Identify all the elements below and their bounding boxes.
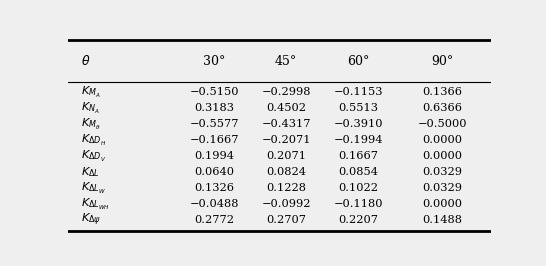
Text: 0.1667: 0.1667 [338,151,378,161]
Text: $K_{\Delta L}$: $K_{\Delta L}$ [81,165,100,179]
Text: −0.5577: −0.5577 [189,119,239,130]
Text: 0.0854: 0.0854 [338,167,378,177]
Text: 90°: 90° [431,55,454,68]
Text: 0.0000: 0.0000 [423,135,463,146]
Text: −0.5150: −0.5150 [189,88,239,97]
Text: −0.1180: −0.1180 [334,199,383,209]
Text: $K_{M_\theta}$: $K_{M_\theta}$ [81,117,100,132]
Text: 0.2207: 0.2207 [338,215,378,225]
Text: −0.2998: −0.2998 [262,88,311,97]
Text: −0.0992: −0.0992 [262,199,311,209]
Text: 30°: 30° [203,55,225,68]
Text: 0.2071: 0.2071 [266,151,306,161]
Text: 0.1228: 0.1228 [266,183,306,193]
Text: −0.5000: −0.5000 [418,119,467,130]
Text: 0.1022: 0.1022 [338,183,378,193]
Text: $K_{\Delta D_V}$: $K_{\Delta D_V}$ [81,149,106,164]
Text: 0.0329: 0.0329 [423,167,463,177]
Text: −0.1153: −0.1153 [334,88,383,97]
Text: 0.2772: 0.2772 [194,215,234,225]
Text: $K_{M_A}$: $K_{M_A}$ [81,85,101,100]
Text: 0.0824: 0.0824 [266,167,306,177]
Text: −0.1994: −0.1994 [334,135,383,146]
Text: 0.1366: 0.1366 [423,88,463,97]
Text: 45°: 45° [275,55,298,68]
Text: 0.1994: 0.1994 [194,151,234,161]
Text: $K_{\Delta D_H}$: $K_{\Delta D_H}$ [81,133,106,148]
Text: 0.2707: 0.2707 [266,215,306,225]
Text: $K_{\Delta L_W}$: $K_{\Delta L_W}$ [81,181,106,196]
Text: 0.1488: 0.1488 [423,215,463,225]
Text: −0.0488: −0.0488 [189,199,239,209]
Text: 0.0000: 0.0000 [423,151,463,161]
Text: 0.1326: 0.1326 [194,183,234,193]
Text: 0.5513: 0.5513 [338,103,378,113]
Text: 0.4502: 0.4502 [266,103,306,113]
Text: 0.0329: 0.0329 [423,183,463,193]
Text: 60°: 60° [347,55,369,68]
Text: $\theta$: $\theta$ [81,54,90,68]
Text: −0.1667: −0.1667 [189,135,239,146]
Text: $K_{\Delta L_{WH}}$: $K_{\Delta L_{WH}}$ [81,197,110,212]
Text: 0.3183: 0.3183 [194,103,234,113]
Text: −0.3910: −0.3910 [334,119,383,130]
Text: $K_{\Delta \psi}$: $K_{\Delta \psi}$ [81,212,101,228]
Text: −0.2071: −0.2071 [262,135,311,146]
Text: −0.4317: −0.4317 [262,119,311,130]
Text: $K_{N_A}$: $K_{N_A}$ [81,101,100,116]
Text: 0.0640: 0.0640 [194,167,234,177]
Text: 0.0000: 0.0000 [423,199,463,209]
Text: 0.6366: 0.6366 [423,103,463,113]
